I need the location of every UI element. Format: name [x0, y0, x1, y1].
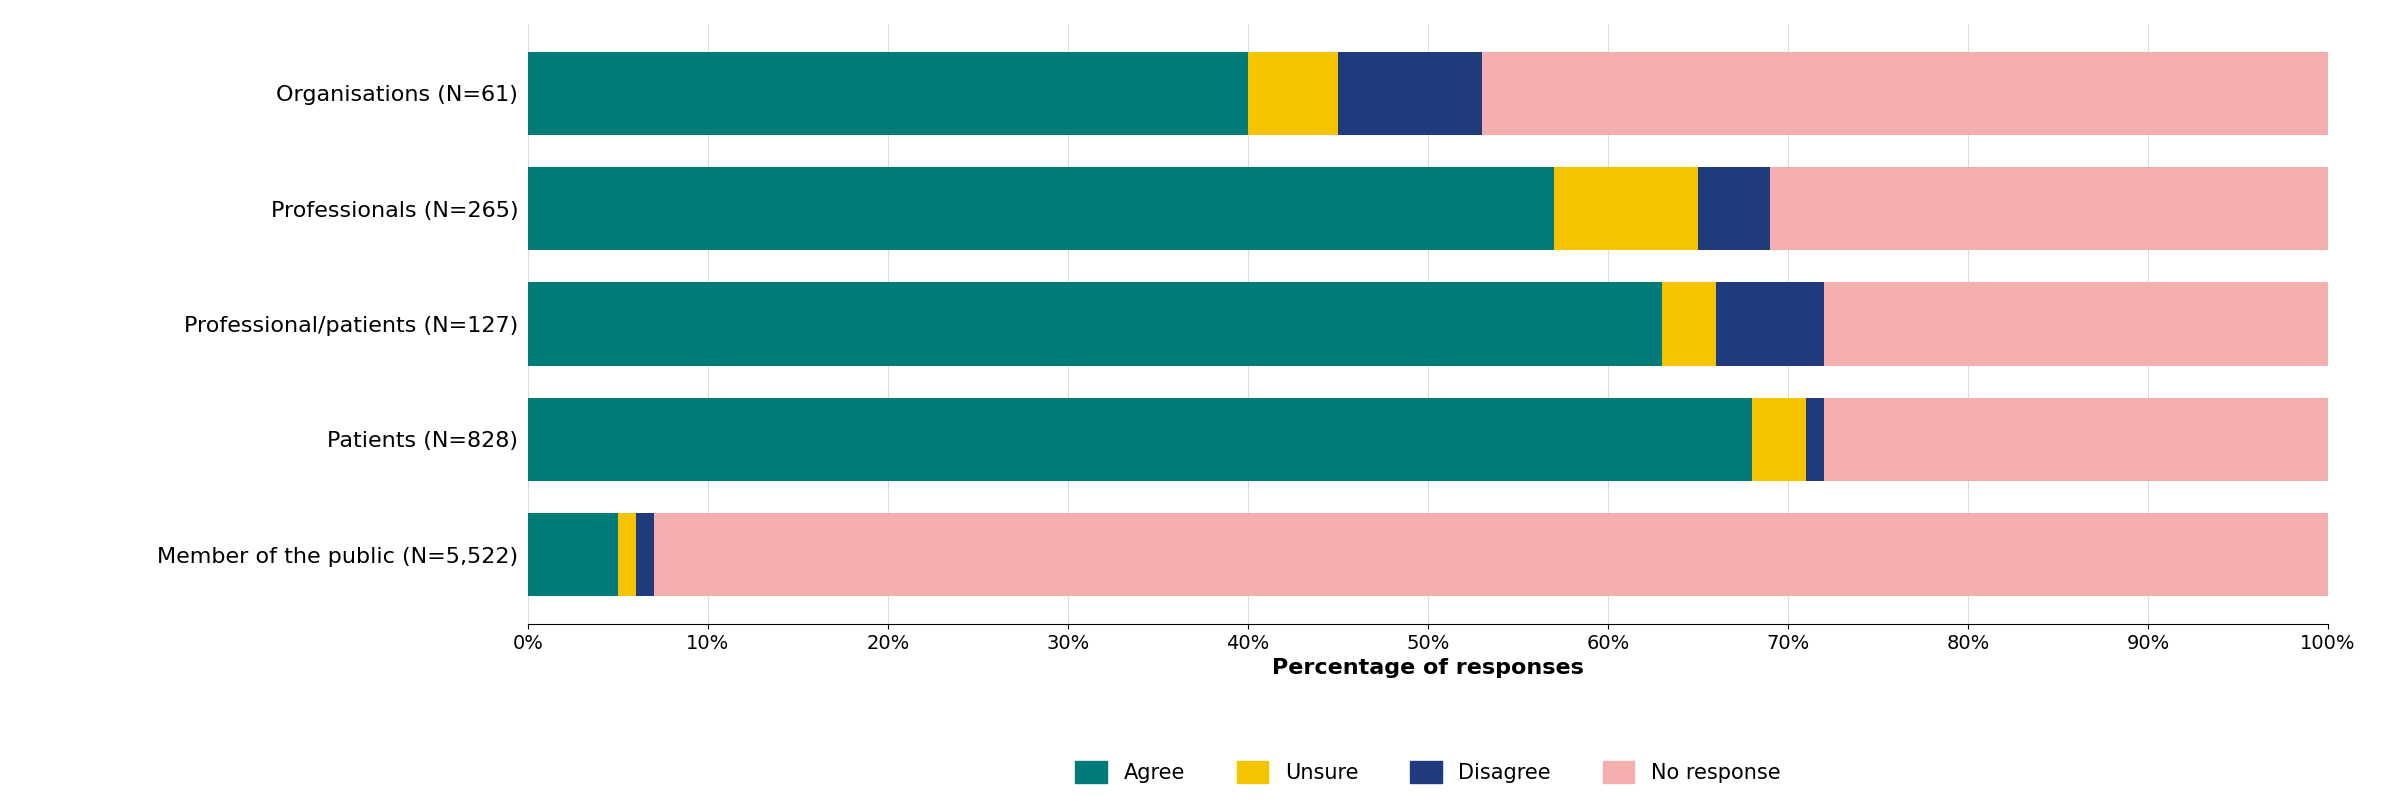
Bar — [528, 52, 1248, 134]
Bar — [1807, 398, 1824, 481]
Legend: Agree, Unsure, Disagree, No response: Agree, Unsure, Disagree, No response — [1066, 751, 1790, 794]
X-axis label: Percentage of responses: Percentage of responses — [1272, 658, 1584, 678]
Bar — [1716, 282, 1824, 366]
Bar — [636, 514, 653, 596]
Bar — [1248, 52, 1339, 134]
Bar — [528, 514, 619, 596]
Bar — [528, 398, 1752, 481]
Bar — [1339, 52, 1483, 134]
Bar — [1752, 398, 1807, 481]
Bar — [528, 167, 1555, 250]
Bar — [1699, 167, 1771, 250]
Bar — [1555, 167, 1699, 250]
Bar — [528, 282, 1661, 366]
Bar — [1824, 282, 2328, 366]
Bar — [1824, 398, 2328, 481]
Bar — [619, 514, 636, 596]
Bar — [1661, 282, 1716, 366]
Bar — [653, 514, 2328, 596]
Bar — [1771, 167, 2328, 250]
Bar — [1483, 52, 2328, 134]
